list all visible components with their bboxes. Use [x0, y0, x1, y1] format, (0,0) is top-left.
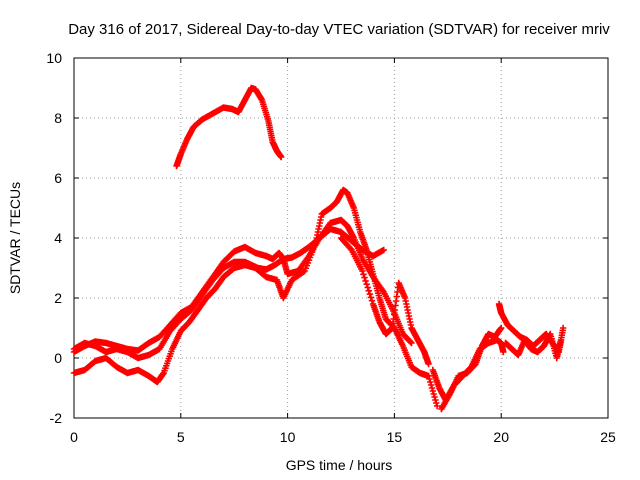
y-tick-label: 2	[54, 290, 62, 306]
interp-marker	[430, 390, 437, 398]
data-point	[425, 360, 432, 368]
x-tick-label: 15	[387, 429, 403, 445]
interp-marker	[367, 294, 375, 301]
interp-marker	[432, 396, 439, 404]
data-point	[277, 153, 285, 161]
series-arc-i	[502, 330, 565, 362]
interp-marker	[428, 384, 436, 392]
interp-marker	[364, 284, 371, 291]
interp-marker	[431, 393, 438, 401]
interp-marker	[427, 381, 435, 389]
series-arc-a	[173, 84, 285, 170]
y-tick-label: 10	[46, 50, 62, 66]
x-tick-label: 25	[600, 429, 616, 445]
interp-marker	[365, 287, 372, 294]
interp-marker	[366, 290, 374, 298]
interp-marker	[407, 338, 414, 346]
data-point	[408, 339, 415, 347]
interp-marker	[347, 245, 354, 252]
x-tick-label: 0	[70, 429, 78, 445]
data-series	[70, 84, 567, 413]
interp-marker	[361, 274, 368, 281]
y-tick-label: 8	[54, 110, 62, 126]
data-point	[425, 372, 432, 380]
interp-marker	[427, 378, 434, 386]
x-tick-label: 5	[177, 429, 185, 445]
chart-title: Day 316 of 2017, Sidereal Day-to-day VTE…	[68, 21, 610, 38]
data-point	[498, 324, 505, 332]
interp-marker	[426, 375, 433, 383]
interp-marker	[363, 281, 370, 288]
data-point	[500, 348, 507, 356]
data-point	[380, 246, 387, 254]
interp-marker	[429, 387, 437, 395]
interp-marker	[362, 277, 369, 285]
series-arc-g	[438, 324, 505, 413]
interp-marker	[300, 268, 307, 276]
series-arc-d	[70, 186, 441, 410]
x-tick-label: 10	[280, 429, 296, 445]
x-tick-label: 20	[493, 429, 509, 445]
data-point	[557, 336, 565, 344]
x-axis-title: GPS time / hours	[286, 457, 393, 473]
data-point	[359, 267, 366, 275]
y-tick-label: 0	[54, 350, 62, 366]
axis-ticks: 0 5 10 15 20 25 -2 0 2 4 6 8 10	[46, 50, 616, 445]
series-arc-e	[337, 234, 432, 368]
data-point	[559, 324, 567, 332]
y-axis-title: SDTVAR / TECUs	[7, 182, 23, 294]
interp-marker	[360, 271, 367, 278]
data-point	[433, 402, 441, 410]
interp-marker	[433, 399, 440, 407]
interp-marker	[368, 297, 376, 304]
y-tick-label: -2	[50, 410, 63, 426]
series-arc-b	[70, 225, 387, 362]
y-tick-label: 4	[54, 230, 62, 246]
y-tick-label: 6	[54, 170, 62, 186]
